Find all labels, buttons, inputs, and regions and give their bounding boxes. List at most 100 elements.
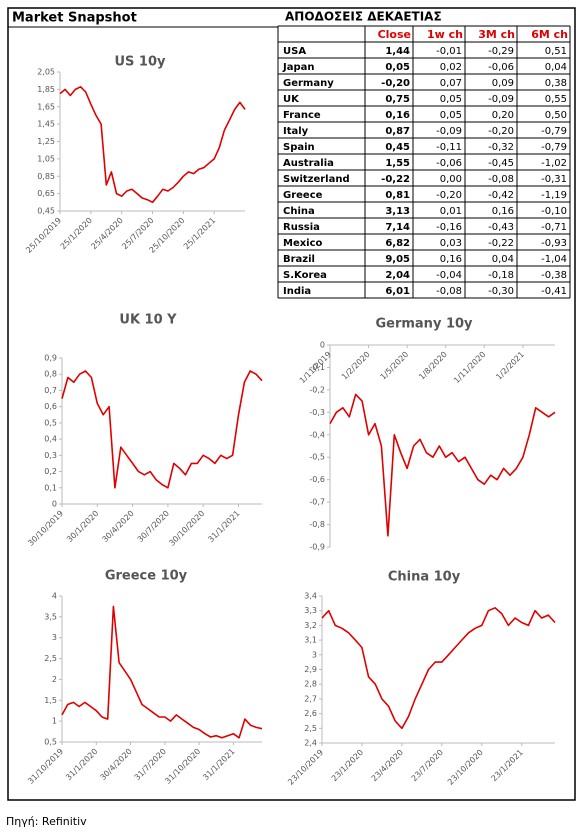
y-tick-label: 3,2 xyxy=(304,621,317,630)
chart-title: UK 10 Y xyxy=(119,313,177,328)
table-cell: -0,41 xyxy=(541,286,567,297)
row-name: Spain xyxy=(283,142,315,153)
table-cell: -0,79 xyxy=(541,126,567,137)
x-tick-label: 25/10/2019 xyxy=(24,216,63,255)
y-tick-label: 0,65 xyxy=(37,189,55,198)
table-cell: 0,51 xyxy=(545,46,567,57)
y-tick-label: 1,05 xyxy=(37,154,55,163)
row-name: Brazil xyxy=(283,254,315,265)
table-cell: -1,19 xyxy=(541,190,567,201)
x-tick-label: 31/10/2020 xyxy=(163,747,202,786)
y-tick-label: 2,7 xyxy=(304,694,317,703)
series-line xyxy=(59,86,246,204)
y-tick-label: 0,45 xyxy=(37,207,55,216)
table-cell: 0,16 xyxy=(440,254,462,265)
chart-title: China 10y xyxy=(388,570,461,585)
y-tick-label: -0,8 xyxy=(309,520,325,529)
table-cell: -0,32 xyxy=(488,142,514,153)
y-tick-label: 2 xyxy=(52,675,57,684)
y-tick-label: -0,1 xyxy=(309,363,325,372)
table-cell: 0,04 xyxy=(492,254,514,265)
table-title: ΑΠΟΔΟΣΕΙΣ ΔΕΚΑΕΤΙΑΣ xyxy=(285,10,442,24)
y-tick-label: 0 xyxy=(320,341,325,350)
table-cell: 0,09 xyxy=(492,78,514,89)
table-cell: -0,30 xyxy=(488,286,514,297)
frame xyxy=(7,7,576,801)
y-tick-label: 3,5 xyxy=(44,612,57,621)
y-tick-label: 3,1 xyxy=(304,636,317,645)
table-cell: 2,04 xyxy=(385,270,410,281)
y-tick-label: 2,8 xyxy=(304,680,317,689)
x-tick-label: 23/10/2020 xyxy=(446,748,485,787)
table-cell: -0,43 xyxy=(488,222,514,233)
table-cell: 0,87 xyxy=(385,126,410,137)
x-tick-label: 23/1/2020 xyxy=(330,748,365,783)
x-tick-label: 30/4/2020 xyxy=(100,509,135,544)
table-cell: 0,45 xyxy=(385,142,410,153)
x-tick-label: 31/1/2020 xyxy=(64,747,99,782)
y-tick-label: 1,25 xyxy=(37,137,55,146)
table-cell: 0,16 xyxy=(385,110,410,121)
table-cell: 0,05 xyxy=(385,62,410,73)
y-tick-label: 0,6 xyxy=(44,402,57,411)
table-cell: -0,20 xyxy=(488,126,514,137)
chart-title: Greece 10y xyxy=(105,569,188,584)
column-header: Close xyxy=(378,28,411,41)
table-cell: -0,09 xyxy=(436,126,462,137)
y-tick-label: -0,3 xyxy=(309,408,325,417)
y-tick-label: 1,65 xyxy=(37,102,55,111)
x-tick-label: 25/1/2021 xyxy=(182,216,217,251)
y-tick-label: 0,4 xyxy=(44,435,57,444)
x-tick-label: 31/10/2019 xyxy=(26,747,65,786)
table-cell: -0,22 xyxy=(488,238,514,249)
x-tick-label: 30/1/2020 xyxy=(65,509,100,544)
table-cell: -0,08 xyxy=(436,286,462,297)
column-header: 3M ch xyxy=(478,28,515,41)
x-tick-label: 31/1/2021 xyxy=(206,509,241,544)
y-tick-label: 1,45 xyxy=(37,120,55,129)
row-name: India xyxy=(283,286,311,297)
table-cell: -1,04 xyxy=(541,254,567,265)
y-tick-label: 2,9 xyxy=(304,665,317,674)
y-tick-label: -0,4 xyxy=(309,430,325,439)
table-cell: 0,75 xyxy=(385,94,410,105)
y-tick-label: 4 xyxy=(52,592,57,601)
row-name: Greece xyxy=(283,190,323,201)
table-cell: -0,22 xyxy=(381,174,410,185)
table-cell: 6,82 xyxy=(385,238,410,249)
table-cell: -0,38 xyxy=(541,270,567,281)
x-tick-label: 1/2/2020 xyxy=(340,350,372,382)
row-name: Australia xyxy=(283,158,334,169)
table-cell: -0,45 xyxy=(488,158,514,169)
table-cell: 3,13 xyxy=(385,206,410,217)
table-cell: 0,38 xyxy=(545,78,567,89)
series-line xyxy=(61,370,263,489)
y-tick-label: -0,6 xyxy=(309,475,325,484)
y-tick-label: 0,85 xyxy=(37,172,55,181)
table-cell: 1,44 xyxy=(385,46,410,57)
y-tick-label: 3,4 xyxy=(304,592,317,601)
y-tick-label: 2,5 xyxy=(44,654,57,663)
table-cell: 0,01 xyxy=(440,206,462,217)
x-tick-label: 31/7/2020 xyxy=(133,747,168,782)
y-tick-label: 0,3 xyxy=(44,451,57,460)
row-name: S.Korea xyxy=(283,270,327,281)
row-name: Italy xyxy=(283,126,309,137)
y-tick-label: 2,4 xyxy=(304,739,317,748)
table-cell: -1,02 xyxy=(541,158,567,169)
table-cell: -0,04 xyxy=(436,270,462,281)
table-cell: -0,10 xyxy=(541,206,567,217)
column-header: 6M ch xyxy=(531,28,568,41)
y-tick-label: 0,9 xyxy=(44,354,57,363)
table-cell: -0,11 xyxy=(436,142,462,153)
column-header: 1w ch xyxy=(427,28,463,41)
table-cell: 0,03 xyxy=(440,238,462,249)
row-name: France xyxy=(283,110,321,121)
y-tick-label: 3,3 xyxy=(304,606,317,615)
row-name: Russia xyxy=(283,222,320,233)
row-name: UK xyxy=(283,94,300,105)
row-name: Germany xyxy=(283,78,334,89)
row-name: Japan xyxy=(282,62,315,73)
table-cell: -0,29 xyxy=(488,46,514,57)
